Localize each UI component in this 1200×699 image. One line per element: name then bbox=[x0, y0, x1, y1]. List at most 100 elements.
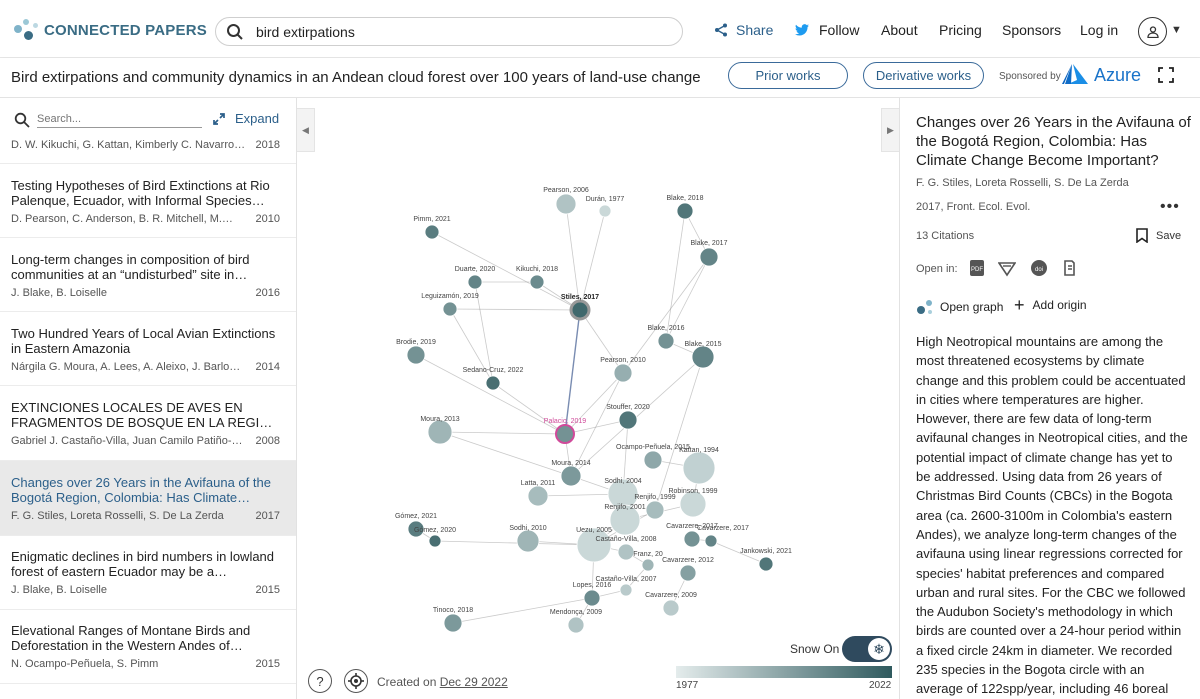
login-link[interactable]: Log in bbox=[1080, 22, 1119, 38]
graph-node[interactable]: Blake, 2017 bbox=[691, 240, 728, 267]
list-item[interactable]: Two Hundred Years of Local Avian Extinct… bbox=[0, 312, 296, 386]
graph-node-circle[interactable] bbox=[679, 490, 707, 518]
graph-node[interactable]: Pearson, 2006 bbox=[543, 187, 589, 215]
graph-node[interactable]: Pimm, 2021 bbox=[413, 216, 451, 240]
graph-node-circle[interactable] bbox=[609, 504, 641, 536]
list-item[interactable]: Long-term changes in composition of bird… bbox=[0, 238, 296, 312]
graph-node-circle[interactable] bbox=[527, 485, 549, 507]
fullscreen-icon[interactable] bbox=[1158, 67, 1174, 83]
graph-node-circle[interactable] bbox=[485, 375, 501, 391]
graph-node[interactable]: Lopes, 2016 bbox=[573, 582, 612, 607]
doi-icon[interactable]: doi bbox=[1030, 259, 1048, 277]
graph-node-circle[interactable] bbox=[555, 193, 577, 215]
graph-node-circle[interactable] bbox=[643, 450, 663, 470]
graph-node[interactable]: Stiles, 2017 bbox=[561, 294, 599, 321]
logo[interactable]: CONNECTED PAPERS bbox=[12, 16, 207, 44]
graph-node[interactable]: Jankowski, 2021 bbox=[740, 548, 792, 572]
graph-node[interactable]: Latta, 2011 bbox=[521, 480, 556, 507]
graph-node-circle[interactable] bbox=[442, 301, 458, 317]
graph-node-circle[interactable] bbox=[576, 527, 612, 563]
graph-node-circle[interactable] bbox=[704, 534, 718, 548]
graph-node[interactable]: Renjifo, 2001 bbox=[604, 504, 646, 536]
open-graph-button[interactable]: Open graph bbox=[916, 298, 1003, 316]
sponsors-link[interactable]: Sponsors bbox=[1002, 22, 1062, 38]
snow-toggle[interactable]: ❄ bbox=[842, 636, 892, 662]
pricing-link[interactable]: Pricing bbox=[939, 22, 982, 38]
graph-node[interactable]: Leguizamón, 2019 bbox=[421, 293, 479, 317]
about-link[interactable]: About bbox=[881, 22, 918, 38]
more-options-icon[interactable]: ••• bbox=[1160, 198, 1180, 215]
graph-node-circle[interactable] bbox=[560, 465, 582, 487]
graph-node[interactable]: Sedano-Cruz, 2022 bbox=[463, 367, 524, 391]
graph-node-circle[interactable] bbox=[657, 332, 675, 350]
graph-node-circle[interactable] bbox=[567, 616, 585, 634]
azure-logo[interactable]: Azure bbox=[1062, 64, 1141, 86]
graph-node-circle[interactable] bbox=[699, 247, 719, 267]
collapse-left-button[interactable]: ◀ bbox=[297, 108, 315, 152]
graph-node[interactable]: Blake, 2015 bbox=[685, 341, 722, 369]
graph-node-circle[interactable] bbox=[682, 451, 716, 485]
graph-node[interactable]: Blake, 2016 bbox=[648, 325, 685, 350]
list-item-selected[interactable]: Changes over 26 Years in the Avifauna of… bbox=[0, 461, 296, 536]
graph-node[interactable]: Gómez, 2020 bbox=[414, 527, 456, 548]
graph-node[interactable]: Tinoco, 2018 bbox=[433, 607, 473, 633]
graph-node[interactable]: Uezu, 2005 bbox=[576, 527, 612, 563]
graph-node-circle[interactable] bbox=[569, 299, 591, 321]
graph-node[interactable]: Pearson, 2010 bbox=[600, 357, 646, 383]
pdf-icon[interactable]: PDF bbox=[968, 259, 986, 277]
graph-node-circle[interactable] bbox=[683, 530, 701, 548]
user-avatar[interactable] bbox=[1138, 17, 1167, 46]
graph-node[interactable]: Castaño-Villa, 2007 bbox=[596, 576, 657, 597]
graph-node-circle[interactable] bbox=[406, 345, 426, 365]
graph-node-circle[interactable] bbox=[645, 500, 665, 520]
google-scholar-icon[interactable] bbox=[1060, 259, 1078, 277]
graph-node-circle[interactable] bbox=[467, 274, 483, 290]
collapse-right-button[interactable]: ▶ bbox=[881, 108, 899, 152]
semantic-scholar-icon[interactable] bbox=[998, 259, 1016, 277]
graph-node-circle[interactable] bbox=[443, 613, 463, 633]
search-input[interactable] bbox=[256, 23, 656, 40]
save-button[interactable]: Save bbox=[1136, 228, 1181, 243]
list-item[interactable]: D. W. Kikuchi, G. Kattan, Kimberly C. Na… bbox=[0, 134, 296, 164]
graph-node[interactable]: Kattan, 1994 bbox=[679, 447, 719, 485]
graph-node-circle[interactable] bbox=[424, 224, 440, 240]
graph-canvas[interactable]: ◀ ▶ Pearson, 2006 Durán, 1977 Blake, 2018 P… bbox=[297, 98, 899, 699]
prior-works-button[interactable]: Prior works bbox=[728, 62, 848, 89]
list-item[interactable]: Enigmatic declines in bird numbers in lo… bbox=[0, 536, 296, 610]
list-item[interactable]: Elevational Ranges of Montane Birds and … bbox=[0, 610, 296, 684]
graph-node[interactable]: Durán, 1977 bbox=[586, 196, 625, 218]
graph-node-circle[interactable] bbox=[641, 558, 655, 572]
graph-node[interactable]: Gómez, 2021 bbox=[395, 513, 437, 538]
search-bar[interactable] bbox=[215, 17, 683, 46]
share-button[interactable]: Share bbox=[714, 22, 773, 38]
graph-node[interactable]: Cavarzere, 2017 bbox=[697, 525, 749, 548]
graph-node-circle[interactable] bbox=[679, 564, 697, 582]
graph-node-circle[interactable] bbox=[758, 556, 774, 572]
graph-node-circle[interactable] bbox=[516, 529, 540, 553]
help-button[interactable]: ? bbox=[308, 669, 332, 693]
graph-node[interactable]: Palacio, 2019 bbox=[544, 418, 587, 444]
graph-node[interactable]: Cavarzere, 2012 bbox=[662, 557, 714, 582]
graph-node[interactable]: Moura, 2013 bbox=[420, 416, 460, 445]
graph-node[interactable]: Sodhi, 2010 bbox=[509, 525, 547, 553]
detail-citations[interactable]: 13 Citations bbox=[916, 230, 975, 242]
graph-node-circle[interactable] bbox=[555, 424, 575, 444]
graph-node-circle[interactable] bbox=[428, 534, 442, 548]
graph-node-circle[interactable] bbox=[662, 599, 680, 617]
add-origin-button[interactable]: + Add origin bbox=[1014, 296, 1087, 314]
graph-node-circle[interactable] bbox=[529, 274, 545, 290]
graph-node[interactable]: Cavarzere, 2017 bbox=[666, 523, 718, 548]
follow-button[interactable]: Follow bbox=[795, 22, 859, 38]
created-date-link[interactable]: Dec 29 2022 bbox=[439, 675, 508, 689]
graph-node[interactable]: Mendonça, 2009 bbox=[550, 609, 602, 634]
graph-node-circle[interactable] bbox=[617, 543, 635, 561]
graph-node-circle[interactable] bbox=[618, 410, 638, 430]
list-search-input[interactable] bbox=[37, 110, 202, 128]
graph-node[interactable]: Stouffer, 2020 bbox=[606, 404, 650, 430]
chevron-down-icon[interactable]: ▼ bbox=[1171, 24, 1182, 36]
list-item[interactable]: Testing Hypotheses of Bird Extinctions a… bbox=[0, 164, 296, 238]
graph-node-circle[interactable] bbox=[676, 202, 694, 220]
graph-node-circle[interactable] bbox=[583, 589, 601, 607]
graph-node[interactable]: Duarte, 2020 bbox=[455, 266, 496, 290]
expand-button[interactable]: Expand bbox=[212, 111, 279, 126]
